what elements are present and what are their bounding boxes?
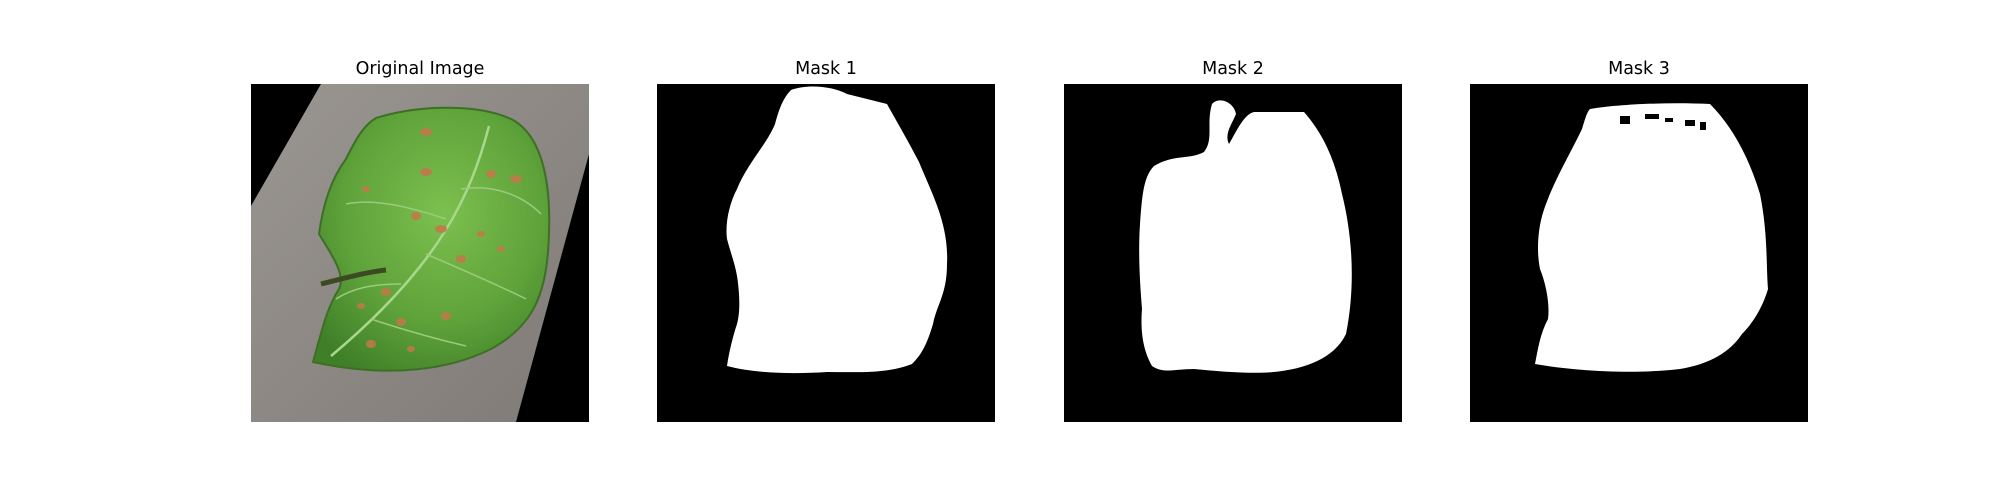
panel-mask-1: Mask 1	[657, 0, 995, 500]
panel-title: Mask 3	[1608, 59, 1670, 79]
original-leaf-image	[251, 84, 589, 422]
panel-mask-2: Mask 2	[1064, 0, 1402, 500]
mask-shape	[1470, 84, 1808, 422]
leaf-photo	[251, 84, 589, 422]
panel-mask-3: Mask 3	[1470, 0, 1808, 500]
panel-title: Mask 2	[1202, 59, 1264, 79]
mask-3-image	[1470, 84, 1808, 422]
panel-title: Original Image	[355, 59, 485, 79]
mask-shape	[657, 84, 995, 422]
mask-shape	[1064, 84, 1402, 422]
panel-original-image: Original Image	[251, 0, 589, 500]
panel-title: Mask 1	[795, 59, 857, 79]
mask-1-image	[657, 84, 995, 422]
mask-2-image	[1064, 84, 1402, 422]
